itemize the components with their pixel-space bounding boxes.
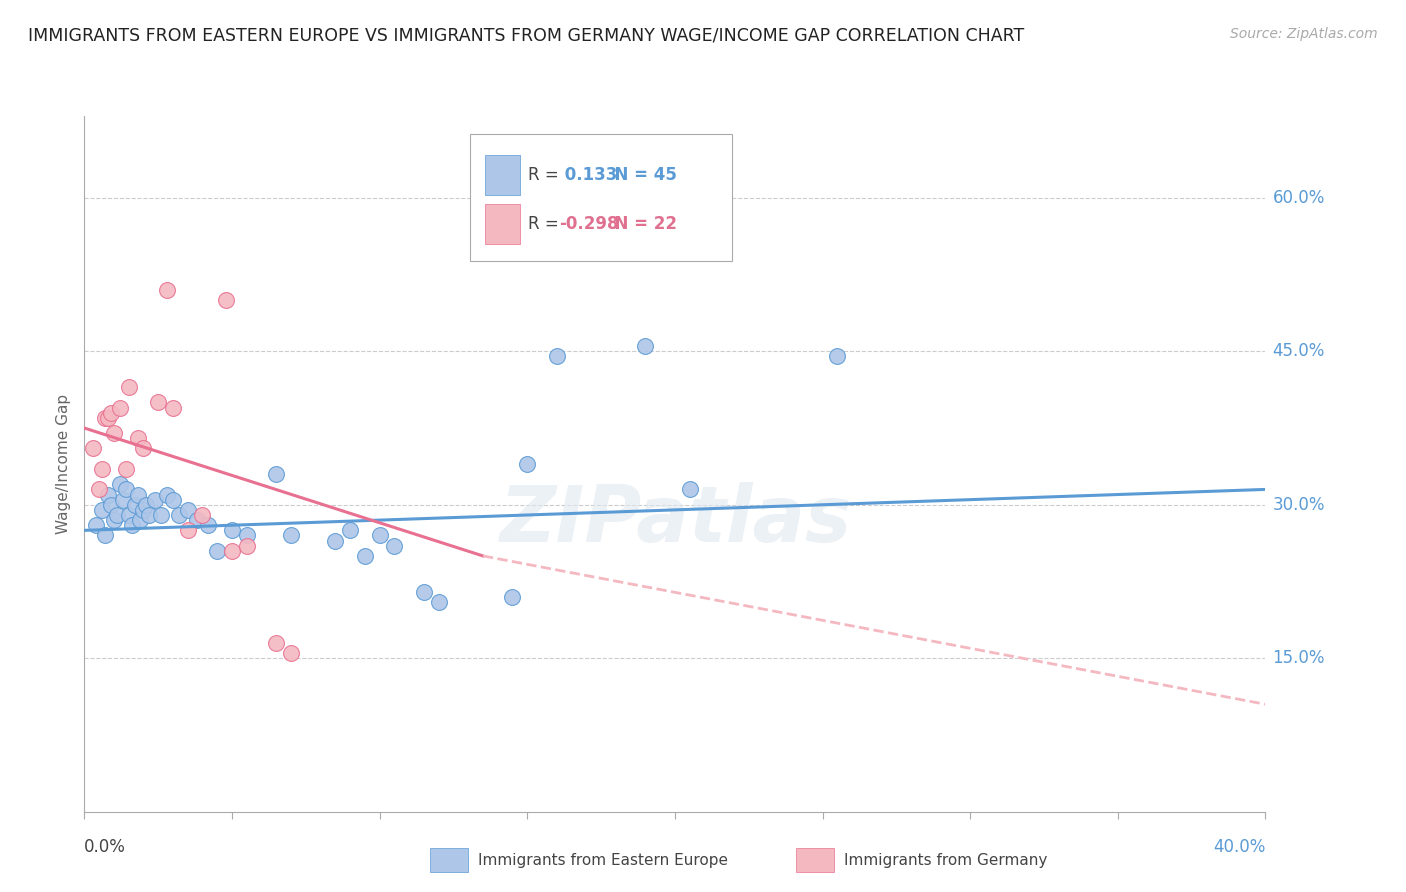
Point — [100, 406, 122, 420]
Point — [94, 528, 117, 542]
Point — [127, 487, 149, 501]
Point — [150, 508, 173, 522]
Text: R =: R = — [529, 166, 564, 184]
Point — [235, 539, 259, 553]
Point — [177, 503, 200, 517]
Point — [339, 524, 361, 538]
Point — [108, 401, 131, 415]
Point — [100, 498, 122, 512]
Text: 60.0%: 60.0% — [1272, 189, 1324, 207]
Text: Source: ZipAtlas.com: Source: ZipAtlas.com — [1230, 27, 1378, 41]
Point — [143, 492, 166, 507]
Point — [138, 508, 160, 522]
Text: IMMIGRANTS FROM EASTERN EUROPE VS IMMIGRANTS FROM GERMANY WAGE/INCOME GAP CORREL: IMMIGRANTS FROM EASTERN EUROPE VS IMMIGR… — [28, 27, 1025, 45]
Text: Immigrants from Germany: Immigrants from Germany — [844, 854, 1047, 868]
Point — [91, 462, 114, 476]
Point — [280, 528, 302, 542]
Point — [205, 543, 228, 558]
Point — [114, 462, 136, 476]
Point — [118, 508, 141, 522]
Point — [124, 498, 146, 512]
Point — [368, 528, 391, 542]
Text: N = 45: N = 45 — [603, 166, 676, 184]
Point — [191, 508, 214, 522]
Y-axis label: Wage/Income Gap: Wage/Income Gap — [56, 393, 72, 534]
Point — [679, 483, 702, 497]
Point — [546, 350, 568, 364]
Point — [132, 442, 155, 456]
Text: -0.298: -0.298 — [560, 215, 619, 233]
Point — [148, 395, 170, 409]
Point — [197, 518, 219, 533]
Point — [156, 283, 179, 297]
Point — [105, 508, 128, 522]
Point — [91, 503, 114, 517]
Point — [111, 492, 134, 507]
Point — [97, 487, 120, 501]
Point — [634, 339, 657, 353]
Point — [280, 646, 302, 660]
Point — [516, 457, 538, 471]
Point — [132, 503, 155, 517]
Point — [87, 483, 111, 497]
Text: 30.0%: 30.0% — [1272, 496, 1324, 514]
Point — [97, 410, 120, 425]
Point — [118, 380, 141, 394]
Point — [221, 543, 243, 558]
Point — [413, 584, 436, 599]
Point — [156, 487, 179, 501]
Point — [354, 549, 377, 563]
Point — [127, 431, 149, 445]
Point — [221, 524, 243, 538]
Text: Immigrants from Eastern Europe: Immigrants from Eastern Europe — [478, 854, 728, 868]
Point — [591, 195, 613, 210]
Point — [323, 533, 347, 548]
Point — [264, 636, 288, 650]
Point — [186, 513, 208, 527]
Point — [427, 595, 450, 609]
Text: 15.0%: 15.0% — [1272, 649, 1324, 667]
Point — [121, 518, 143, 533]
Text: 45.0%: 45.0% — [1272, 343, 1324, 360]
Point — [382, 539, 406, 553]
Point — [82, 442, 104, 456]
Point — [501, 590, 523, 604]
Text: ZIPatlas: ZIPatlas — [499, 482, 851, 558]
Point — [135, 498, 157, 512]
Point — [108, 477, 131, 491]
Point — [177, 524, 200, 538]
Text: 40.0%: 40.0% — [1213, 838, 1265, 856]
Point — [827, 350, 849, 364]
Point — [94, 410, 117, 425]
Point — [162, 401, 184, 415]
Point — [103, 513, 125, 527]
Point — [264, 467, 288, 481]
Text: 0.0%: 0.0% — [84, 838, 127, 856]
Point — [215, 293, 238, 307]
Text: 0.133: 0.133 — [560, 166, 617, 184]
Point — [235, 528, 259, 542]
Point — [103, 426, 125, 441]
Point — [162, 492, 184, 507]
Point — [167, 508, 190, 522]
Text: N = 22: N = 22 — [603, 215, 676, 233]
Text: R =: R = — [529, 215, 564, 233]
Point — [84, 518, 107, 533]
Point — [114, 483, 136, 497]
Point — [129, 513, 152, 527]
